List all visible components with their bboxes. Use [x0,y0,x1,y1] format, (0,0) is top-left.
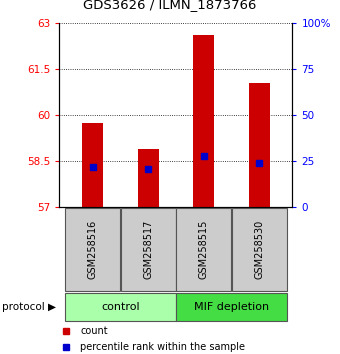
Bar [176,293,287,321]
Bar [176,208,231,291]
Bar [121,208,176,291]
Bar [138,149,159,207]
Bar [82,123,103,207]
Bar [249,83,270,207]
Text: MIF depletion: MIF depletion [194,302,269,312]
Text: GSM258515: GSM258515 [199,220,209,279]
Text: GSM258517: GSM258517 [143,220,153,279]
Bar [193,35,214,207]
Text: count: count [81,326,108,336]
Text: GDS3626 / ILMN_1873766: GDS3626 / ILMN_1873766 [83,0,257,11]
Bar [65,208,120,291]
Bar [65,293,176,321]
Text: control: control [101,302,140,312]
Text: protocol ▶: protocol ▶ [2,302,56,312]
Text: GSM258530: GSM258530 [254,220,264,279]
Text: percentile rank within the sample: percentile rank within the sample [81,342,245,352]
Text: GSM258516: GSM258516 [88,220,98,279]
Bar [232,208,287,291]
